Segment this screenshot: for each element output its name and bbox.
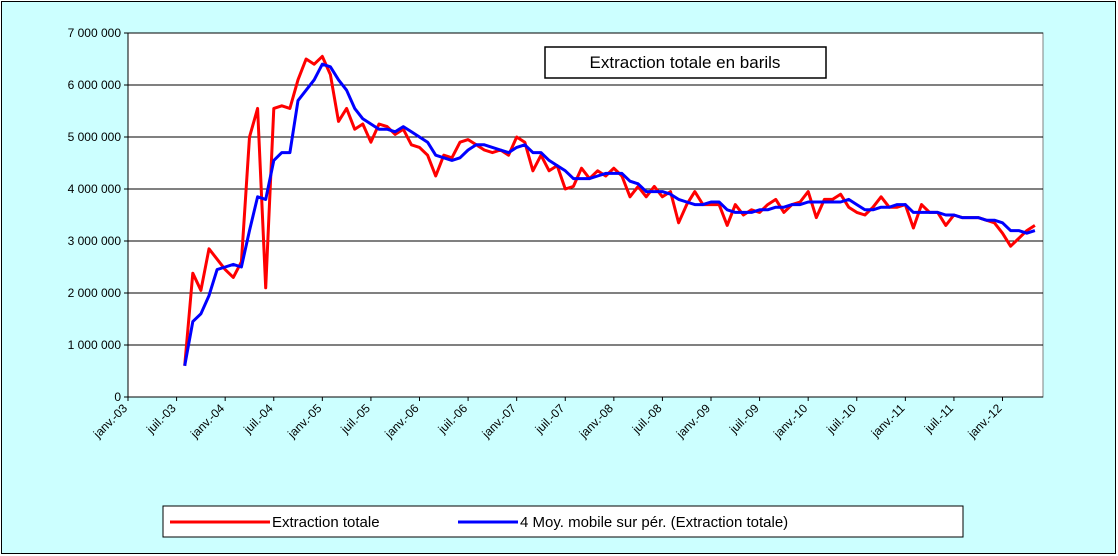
legend-label: 4 Moy. mobile sur pér. (Extraction total…	[520, 514, 788, 531]
series-line	[183, 62, 1036, 367]
y-tick-label: 6 000 000	[68, 78, 122, 92]
legend-label: Extraction totale	[272, 514, 380, 531]
annotation: Extraction totale en barils	[590, 53, 781, 72]
plot-area	[127, 32, 1044, 398]
y-tick-label: 0	[114, 390, 121, 404]
grid	[124, 32, 1043, 401]
y-tick-label: 1 000 000	[68, 338, 122, 352]
y-tick-label: 3 000 000	[68, 234, 122, 248]
legend-items: Extraction totale 4 Moy. mobile sur pér. …	[170, 514, 788, 531]
annotation-box	[544, 46, 827, 79]
y-tick-label: 7 000 000	[68, 26, 122, 40]
lines	[183, 54, 1036, 367]
y-tick-label: 5 000 000	[68, 130, 122, 144]
y-tick-label: 2 000 000	[68, 286, 122, 300]
legend	[162, 505, 964, 538]
y-tick-label: 4 000 000	[68, 182, 122, 196]
